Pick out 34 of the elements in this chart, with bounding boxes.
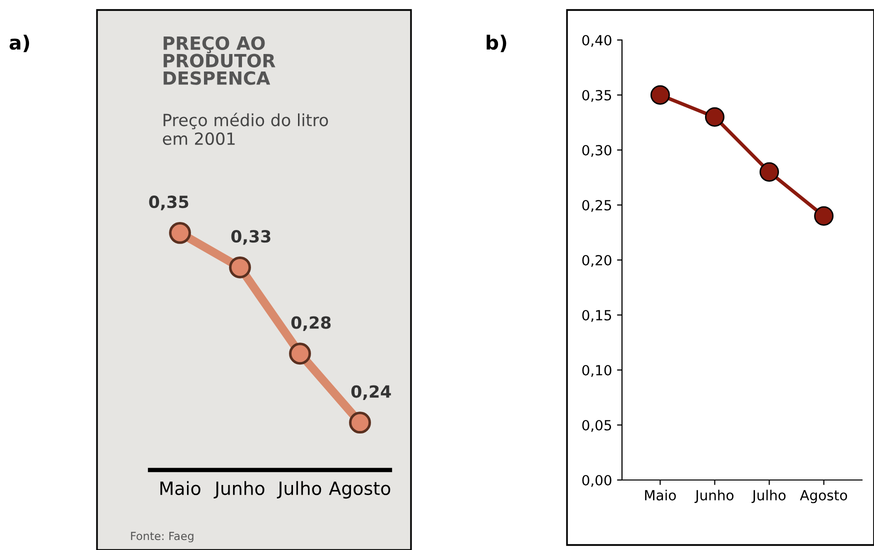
point (349, 412, 371, 434)
y-tick-label: 0,20 (582, 254, 612, 267)
x-tick-label: Junho (214, 481, 264, 498)
y-tick-label: 0,10 (582, 364, 612, 377)
y-tick-label: 0,25 (582, 200, 612, 212)
point (289, 342, 311, 365)
x-tick-label: Junho (694, 490, 734, 504)
chart-subtitle: Preço médio do litro em 2001 (162, 112, 328, 145)
chart-title: PREÇO AO PRODUTOR DESPENCA (164, 36, 276, 85)
y-tick-label: 0,00 (582, 474, 612, 487)
y-tick-label: 0,05 (582, 420, 612, 432)
data-label: 0,33 (231, 230, 270, 245)
data-label: 0,35 (149, 196, 188, 210)
source-note: Fonte: Faeg (131, 532, 194, 542)
x-tick-label: Agosto (328, 482, 390, 499)
text: a) (10, 34, 30, 52)
text: b) (486, 34, 506, 52)
x-tick-label: Julho (276, 481, 322, 498)
point (229, 256, 251, 278)
data-label: 0,28 (291, 316, 331, 331)
x-tick-label: Maio (645, 490, 676, 500)
data-label: 0,24 (351, 385, 391, 400)
y-tick-label: 0,40 (582, 34, 612, 47)
y-tick-label: 0,35 (582, 90, 612, 102)
point (650, 85, 670, 105)
point (814, 206, 834, 226)
x-tick-label: Maio (160, 481, 200, 496)
x-tick-label: Julho (752, 490, 786, 504)
x-tick-label: Agosto (800, 490, 848, 504)
y-tick-label: 0,30 (582, 144, 612, 157)
point (169, 222, 191, 244)
point (705, 107, 724, 127)
y-tick-label: 0,15 (582, 310, 612, 322)
point (760, 162, 779, 182)
